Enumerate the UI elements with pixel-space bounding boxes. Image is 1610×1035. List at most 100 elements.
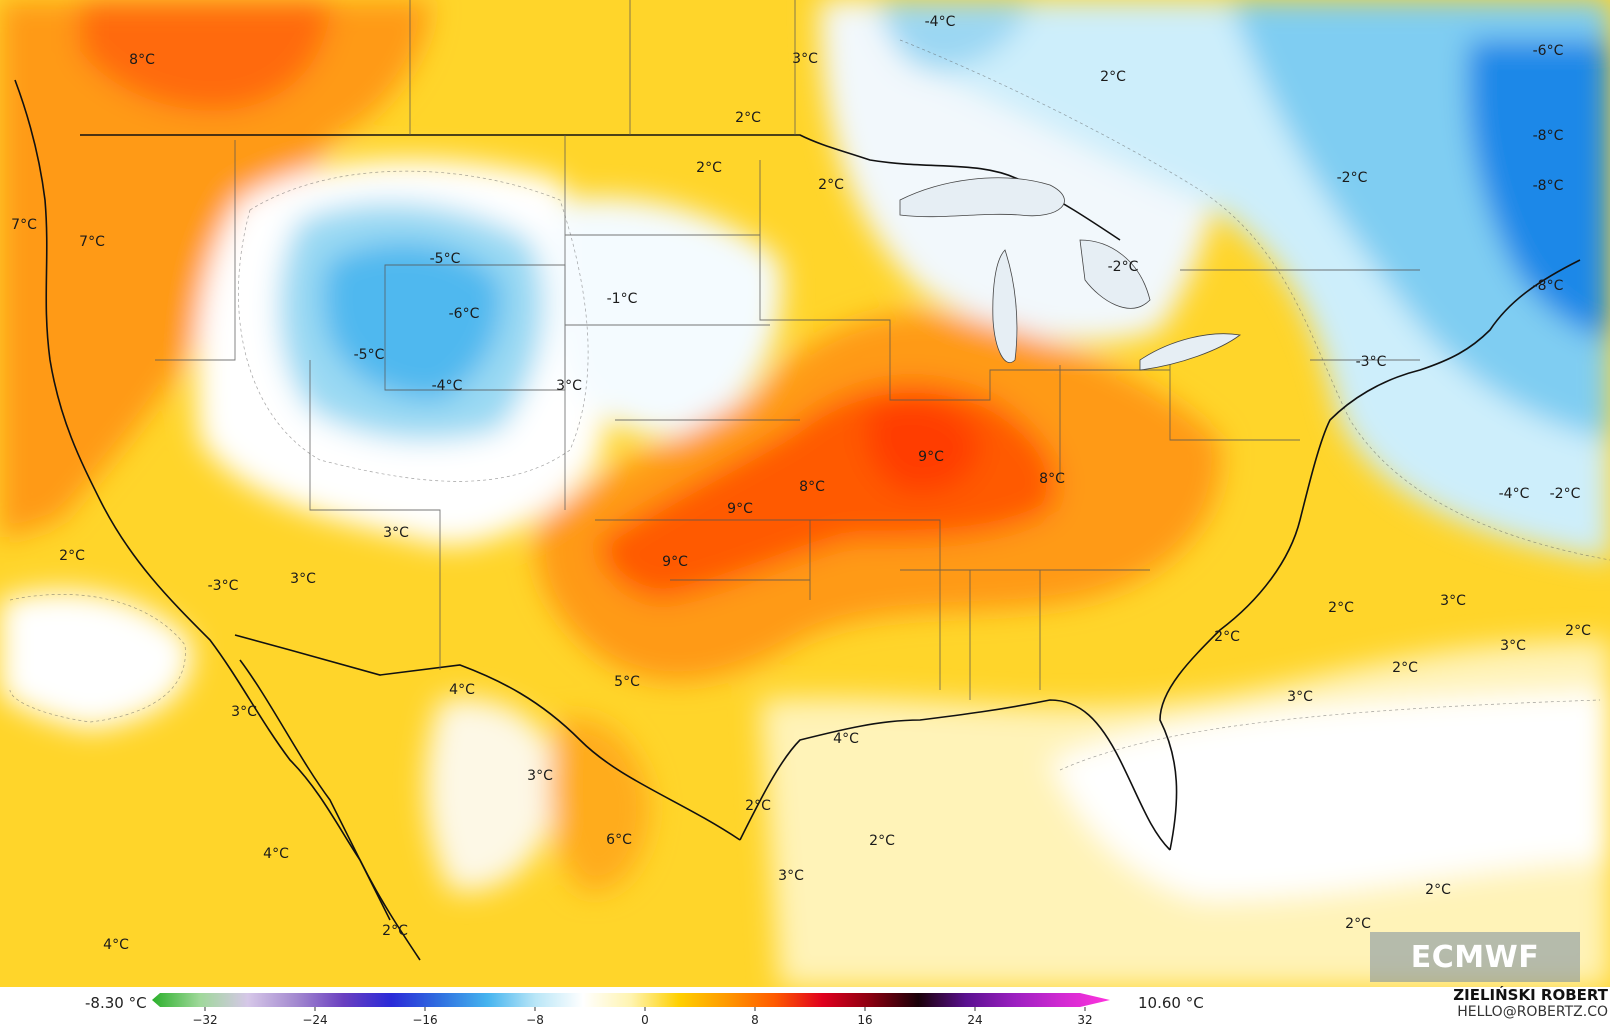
temperature-label: 2°C — [745, 798, 771, 814]
temperature-label: -8°C — [1533, 128, 1564, 144]
lake-superior — [899, 177, 1065, 218]
temperature-label: 3°C — [1500, 638, 1526, 654]
temperature-label: 9°C — [727, 501, 753, 517]
colorbar-max-label: 10.60 °C — [1138, 994, 1204, 1012]
temperature-label: -6°C — [1533, 43, 1564, 59]
contour-lines — [9, 39, 1610, 771]
temperature-label: 2°C — [818, 177, 844, 193]
temperature-label: 3°C — [1287, 689, 1313, 705]
coastline-west — [14, 79, 421, 961]
temperature-label: 3°C — [231, 704, 257, 720]
colorbar-tick-label: 8 — [751, 1013, 759, 1027]
temperature-label: -8°C — [1533, 178, 1564, 194]
contour-pacific — [9, 594, 186, 723]
temperature-label: -4°C — [925, 14, 956, 30]
temperature-label: 3°C — [778, 868, 804, 884]
temperature-label: 7°C — [11, 217, 37, 233]
colorbar-tick-label: −16 — [412, 1013, 437, 1027]
coastline-baja — [239, 659, 391, 921]
temperature-label: 7°C — [79, 234, 105, 250]
footer: -8.30 °C −32 −24 −16 −8 0 8 16 24 32 10.60 °C ZI… — [0, 987, 1610, 1035]
border-canada-us — [80, 134, 1121, 241]
state-line-7 — [810, 519, 1150, 700]
warm-zone-illinois-core — [866, 400, 980, 493]
temperature-label: -2°C — [1550, 486, 1581, 502]
cold-zone-north-center — [880, 0, 1030, 70]
temperature-label: 8°C — [799, 479, 825, 495]
temperature-label: 5°C — [614, 674, 640, 690]
temperature-label: 2°C — [869, 833, 895, 849]
colorbar-min-label: -8.30 °C — [85, 994, 147, 1012]
logo-text: ECMWF — [1410, 939, 1540, 975]
temperature-label: 2°C — [1328, 600, 1354, 616]
temperature-anomaly-map: 8°C -4°C -6°C 3°C 2°C 2°C 2°C 2°C -8°C -8°C -2°C 7°… — [0, 0, 1610, 987]
temperature-labels: 8°C -4°C -6°C 3°C 2°C 2°C 2°C 2°C -8°C -8°C -2°C 7°… — [11, 14, 1591, 953]
temperature-label: 9°C — [662, 554, 688, 570]
temperature-label: -3°C — [208, 578, 239, 594]
temperature-label: -2°C — [1337, 170, 1368, 186]
colorbar-ticks: −32 −24 −16 −8 0 8 16 24 32 — [192, 1007, 1093, 1027]
temperature-label: 8°C — [129, 52, 155, 68]
state-line-9 — [1180, 269, 1420, 361]
state-line-1 — [155, 140, 236, 361]
colorbar-tick-label: −8 — [526, 1013, 544, 1027]
temperature-label: -1°C — [607, 291, 638, 307]
state-line-4 — [564, 135, 800, 510]
colorbar-tick-label: 0 — [641, 1013, 649, 1027]
colorbar — [152, 993, 1110, 1007]
border-mexico-us — [234, 634, 741, 841]
colorbar-tick-label: −32 — [192, 1013, 217, 1027]
state-line-8 — [1059, 360, 1300, 480]
temperature-label: -5°C — [354, 347, 385, 363]
colorbar-tick-label: 16 — [857, 1013, 872, 1027]
credit-email: HELLO@ROBERTZ.CO — [1457, 1004, 1608, 1020]
state-lines — [155, 0, 1420, 700]
temperature-label: 2°C — [1214, 629, 1240, 645]
temperature-label: -4°C — [432, 378, 463, 394]
credit: ZIELIŃSKI ROBERT HELLO@ROBERTZ.CO — [1453, 987, 1608, 1021]
temperature-label: 2°C — [696, 160, 722, 176]
temperature-label: 3°C — [1440, 593, 1466, 609]
temperature-label: 2°C — [59, 548, 85, 564]
state-line-10 — [409, 0, 796, 135]
coastline-east — [1159, 259, 1581, 851]
temperature-label: -2°C — [1108, 259, 1139, 275]
neutral-zone-gulf — [1050, 690, 1610, 900]
temperature-label: -8°C — [1533, 278, 1564, 294]
temperature-label: 2°C — [1565, 623, 1591, 639]
temperature-label: 3°C — [556, 378, 582, 394]
contour-rockies — [238, 170, 589, 482]
neutral-zone-plains — [555, 197, 782, 437]
contour-gulf — [1059, 699, 1601, 771]
temperature-label: 3°C — [792, 51, 818, 67]
coastline-gulf — [739, 699, 1171, 851]
temperature-label: 4°C — [103, 937, 129, 953]
colorbar-tick-label: −24 — [302, 1013, 327, 1027]
cold-zone-rockies-core — [322, 242, 502, 400]
temperature-label: 4°C — [263, 846, 289, 862]
temperature-label: -3°C — [1356, 354, 1387, 370]
neutral-zone-mexico — [426, 698, 560, 892]
lake-michigan — [992, 249, 1018, 363]
temperature-label: 3°C — [290, 571, 316, 587]
neutral-zone-pacific — [0, 590, 192, 730]
state-line-6 — [759, 160, 1170, 401]
temperature-label: 6°C — [606, 832, 632, 848]
colorbar-tick-label: 24 — [967, 1013, 982, 1027]
temperature-label: 2°C — [1425, 882, 1451, 898]
temperature-label: 2°C — [1100, 69, 1126, 85]
warm-zone-mexico — [549, 718, 650, 892]
warm-zone-canada-west — [80, 0, 330, 111]
temperature-label: 3°C — [383, 525, 409, 541]
temperature-label: 4°C — [449, 682, 475, 698]
temperature-label: -4°C — [1499, 486, 1530, 502]
temperature-label: -6°C — [449, 306, 480, 322]
great-lakes — [899, 177, 1241, 371]
temperature-label: 2°C — [382, 923, 408, 939]
lake-huron — [1079, 239, 1151, 309]
temperature-label: -5°C — [430, 251, 461, 267]
state-line-2 — [309, 360, 441, 670]
temperature-label: 2°C — [1392, 660, 1418, 676]
temperature-label: 4°C — [833, 731, 859, 747]
temperature-label: 2°C — [1345, 916, 1371, 932]
